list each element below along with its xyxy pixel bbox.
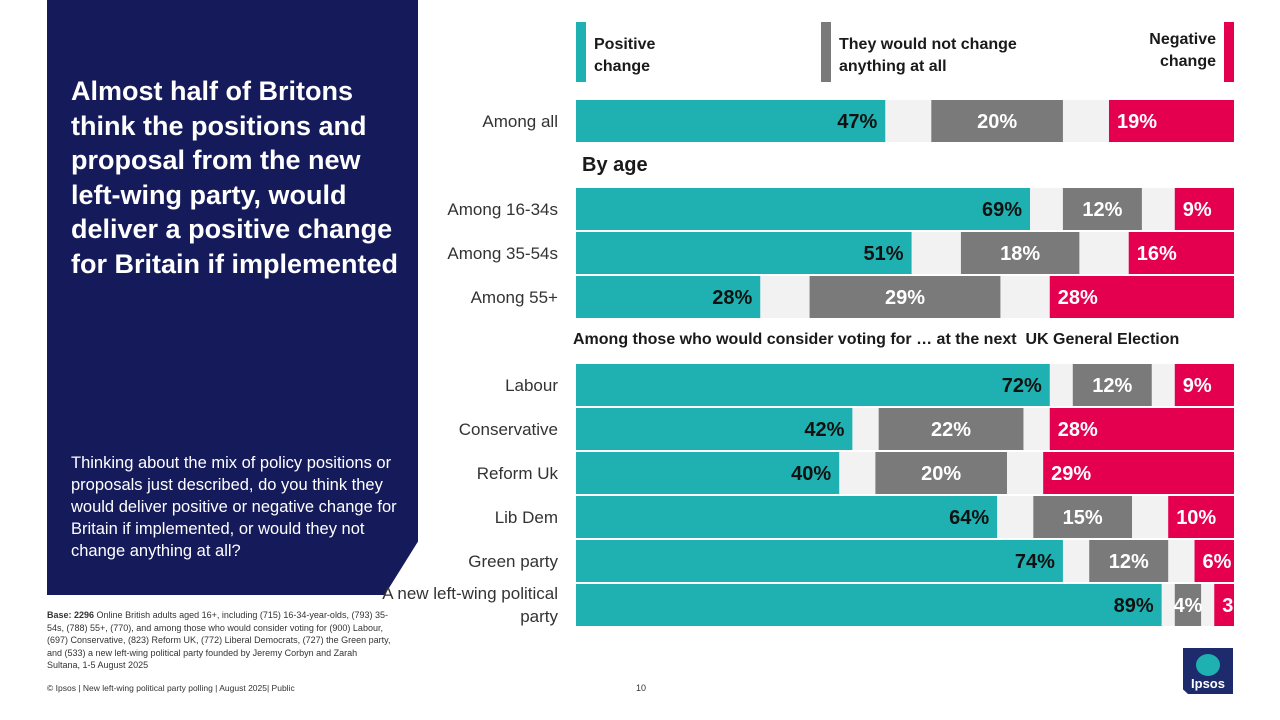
bar-label-negative: 29% (1051, 463, 1091, 485)
bar-label-neutral: 22% (931, 419, 971, 441)
footer: © Ipsos | New left-wing political party … (47, 683, 295, 693)
bar-positive (576, 584, 1162, 626)
bar-label-positive: 28% (712, 287, 752, 309)
bar-label-positive: 40% (791, 463, 831, 485)
bar-positive (576, 188, 1031, 230)
bar-positive (576, 232, 912, 274)
legend-neutral-swatch (821, 22, 831, 82)
bar-negative (1214, 584, 1234, 626)
legend-negative-swatch (1224, 22, 1234, 82)
page-number: 10 (636, 683, 647, 693)
row-label: Among all (482, 112, 558, 131)
bar-label-positive: 74% (1015, 551, 1055, 573)
title-panel (47, 0, 418, 595)
bar-label-positive: 47% (837, 111, 877, 133)
ipsos-logo: Ipsos (1183, 648, 1233, 694)
row-label: Lib Dem (495, 508, 558, 527)
row-label: Conservative (459, 420, 558, 439)
bar-label-neutral: 20% (977, 111, 1017, 133)
bar-label-negative: 28% (1058, 419, 1098, 441)
row-label: Green party (468, 552, 558, 571)
bar-neutral (1062, 188, 1142, 230)
legend-neutral-label: They would not change anything at all (839, 36, 1017, 75)
bar-positive (576, 540, 1063, 582)
bar-negative (1043, 452, 1234, 494)
bar-label-neutral: 12% (1092, 375, 1132, 397)
logo-text: Ipsos (1191, 676, 1225, 691)
bar-positive (576, 364, 1050, 406)
headline: Almost half of Britons think the positio… (71, 76, 399, 279)
bar-label-positive: 72% (1002, 375, 1042, 397)
bar-label-negative: 10% (1176, 507, 1216, 529)
bar-negative (1128, 232, 1234, 274)
bar-negative (1174, 364, 1234, 406)
bar-neutral (1033, 496, 1133, 538)
bar-label-neutral: 15% (1063, 507, 1103, 529)
bar-label-negative: 9% (1183, 199, 1212, 221)
legend-negative-label: Negative change (1149, 31, 1216, 70)
bar-label-neutral: 12% (1082, 199, 1122, 221)
bar-neutral (878, 408, 1024, 450)
bar-label-neutral: 29% (885, 287, 925, 309)
bar-label-positive: 64% (949, 507, 989, 529)
bar-label-negative: 19% (1117, 111, 1157, 133)
row-label: Among 16-34s (447, 200, 558, 219)
bar-label-negative: 16% (1137, 243, 1177, 265)
bar-positive (576, 100, 886, 142)
bar-label-negative: 6% (1203, 551, 1232, 573)
legend-positive-swatch (576, 22, 586, 82)
bar-positive (576, 452, 840, 494)
bar-neutral (960, 232, 1080, 274)
bar-negative (1168, 496, 1234, 538)
bar-neutral (1174, 584, 1202, 626)
survey-question: Thinking about the mix of policy positio… (71, 454, 397, 560)
bar-negative (1194, 540, 1234, 582)
bar-label-negative: 3% (1222, 595, 1251, 617)
row-label: Labour (505, 376, 558, 395)
section-by-age: By age (582, 154, 648, 176)
bar-label-neutral: 4% (1173, 595, 1202, 617)
bar-negative (1049, 408, 1234, 450)
bar-neutral (1072, 364, 1152, 406)
logo-icon (1196, 654, 1220, 676)
row-label: A new left-wing political (382, 584, 558, 603)
section-by-vote: Among those who would consider voting fo… (573, 331, 1180, 348)
base-note: Base: 2296 Online British adults aged 16… (47, 609, 392, 672)
row-label: Among 35-54s (447, 244, 558, 263)
bar-label-positive: 51% (864, 243, 904, 265)
bar-positive (576, 408, 853, 450)
bar-negative (1108, 100, 1234, 142)
bar-positive (576, 496, 998, 538)
bar-label-positive: 69% (982, 199, 1022, 221)
row-label: party (520, 607, 558, 626)
bar-label-neutral: 20% (921, 463, 961, 485)
bar-label-negative: 9% (1183, 375, 1212, 397)
legend-positive-label: Positive change (594, 36, 656, 75)
bar-label-negative: 28% (1058, 287, 1098, 309)
bar-neutral (1089, 540, 1169, 582)
bar-negative (1174, 188, 1234, 230)
bar-label-neutral: 18% (1000, 243, 1040, 265)
bar-positive (576, 276, 761, 318)
bar-neutral (809, 276, 1001, 318)
row-label: Among 55+ (471, 288, 558, 307)
bar-label-positive: 42% (804, 419, 844, 441)
bar-neutral (931, 100, 1063, 142)
row-label: Reform Uk (477, 464, 559, 483)
bar-label-neutral: 12% (1109, 551, 1149, 573)
bar-negative (1049, 276, 1234, 318)
bar-label-positive: 89% (1114, 595, 1154, 617)
bar-neutral (875, 452, 1007, 494)
base-label: Base: 2296 (47, 610, 95, 620)
base-text: Online British adults aged 16+, includin… (47, 610, 391, 670)
